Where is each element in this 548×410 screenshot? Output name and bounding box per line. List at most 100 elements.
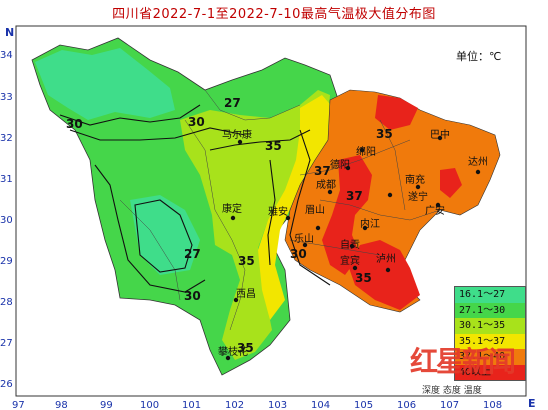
- lon-tick: 99: [100, 400, 113, 410]
- east-letter: E: [528, 397, 536, 410]
- lat-tick: 26: [0, 379, 13, 390]
- region-red-center: [322, 155, 372, 275]
- lon-tick: 103: [268, 400, 287, 410]
- city-label: 自贡: [340, 238, 360, 251]
- lon-tick: 107: [440, 400, 459, 410]
- map-title: 四川省2022-7-1至2022-7-10最高气温极大值分布图: [112, 7, 436, 22]
- lat-tick: 27: [0, 338, 13, 349]
- city-label: 雅安: [268, 205, 288, 218]
- city-label: 马尔康: [222, 128, 252, 141]
- city-label: 眉山: [305, 204, 325, 216]
- contour-label: 27: [224, 96, 241, 110]
- lat-axis: N 34 33 32 31 30 29 28 27 26: [0, 26, 14, 390]
- watermark-slogan: 深度 态度 温度: [422, 386, 482, 396]
- lat-tick: 32: [0, 133, 13, 144]
- city-label: 达州: [468, 156, 488, 168]
- city-dot: [362, 225, 368, 231]
- city-dot: [359, 147, 365, 153]
- city-dot: [327, 189, 333, 195]
- contour-label: 30: [188, 115, 205, 129]
- lat-tick: 34: [0, 50, 13, 61]
- city-dot: [352, 265, 358, 271]
- lon-tick: 104: [311, 400, 330, 410]
- lon-axis: 97 98 99 100 101 102 103 104 105 106 107…: [12, 397, 536, 410]
- city-dot: [385, 267, 391, 273]
- lon-tick: 102: [225, 400, 244, 410]
- legend-item: 16.1～27: [455, 287, 525, 303]
- lat-tick: 30: [0, 215, 13, 226]
- city-dot: [387, 192, 393, 198]
- city-dot: [237, 139, 243, 145]
- region-red-east: [440, 168, 462, 198]
- city-dot: [475, 169, 481, 175]
- city-dot: [225, 355, 231, 361]
- region-cool-west: [130, 195, 200, 275]
- contour-label: 35: [237, 341, 254, 355]
- legend-item: 37.1～40: [455, 349, 525, 365]
- contour-lines: [59, 104, 331, 293]
- city-label: 西昌: [236, 288, 256, 300]
- contour-label: 30: [290, 247, 307, 261]
- lat-tick: 33: [0, 92, 13, 103]
- legend-item: 27.1～30: [455, 302, 525, 318]
- lat-tick: 28: [0, 297, 13, 308]
- region-red-north: [375, 95, 418, 130]
- city-markers: 马尔康 康定 雅安 眉山 成都 德阳 绵阳 巴中 达州 南充 遂宁 宜宾 泸州 …: [218, 128, 488, 361]
- temperature-legend: 16.1～27 27.1～30 30.1～35 35.1～37 37.1～40 …: [454, 286, 526, 381]
- contour-label: 35: [238, 254, 255, 268]
- city-dot: [415, 184, 421, 190]
- district-boundaries: [119, 89, 441, 331]
- legend-item: 30.1～35: [455, 318, 525, 334]
- city-dot: [345, 165, 351, 171]
- legend-item: 40以上: [455, 364, 525, 380]
- lon-tick: 97: [12, 400, 25, 410]
- city-label: 乐山: [294, 233, 314, 245]
- contour-label: 35: [265, 139, 282, 153]
- lat-tick: 29: [0, 256, 13, 267]
- watermark-logo: 红星新闻: [410, 345, 516, 378]
- city-label: 成都: [316, 179, 336, 191]
- city-dot: [302, 242, 308, 248]
- city-label: 绵阳: [356, 145, 376, 158]
- map-frame: [15, 25, 527, 397]
- city-label: 巴中: [430, 128, 450, 141]
- region-lime: [180, 90, 330, 360]
- contour-label: 30: [184, 289, 201, 303]
- lon-tick: 101: [182, 400, 201, 410]
- city-dot: [437, 135, 443, 141]
- contour-label: 35: [355, 271, 372, 285]
- city-label: 内江: [360, 217, 380, 230]
- lon-tick: 105: [354, 400, 373, 410]
- city-dot: [233, 297, 239, 303]
- city-dot: [435, 202, 441, 208]
- contour-label: 35: [376, 127, 393, 141]
- lon-tick: 106: [397, 400, 416, 410]
- city-label: 德阳: [330, 158, 350, 171]
- city-label: 宜宾: [340, 254, 360, 267]
- city-label: 南充: [405, 173, 425, 186]
- region-yellow: [258, 95, 335, 320]
- lat-tick: 31: [0, 174, 13, 185]
- north-letter: N: [5, 26, 14, 39]
- legend-item: 35.1～37: [455, 333, 525, 349]
- city-label: 广安: [425, 204, 445, 217]
- unit-label: 单位：℃: [456, 50, 502, 63]
- city-dot: [315, 225, 321, 231]
- city-dot: [230, 215, 236, 221]
- region-cool-north: [35, 48, 175, 120]
- city-label: 康定: [222, 202, 242, 215]
- city-dot: [349, 243, 355, 249]
- contour-label: 37: [314, 164, 331, 178]
- city-dot: [285, 215, 291, 221]
- lon-tick: 108: [483, 400, 502, 410]
- lon-tick: 100: [140, 400, 159, 410]
- lon-tick: 98: [55, 400, 68, 410]
- city-label: 遂宁: [408, 190, 428, 203]
- contour-label: 27: [184, 247, 201, 261]
- contour-label: 30: [66, 117, 83, 131]
- news-watermark: 红星新闻 深度 态度 温度: [408, 340, 548, 400]
- region-red-south: [348, 240, 420, 310]
- contour-label: 37: [346, 189, 363, 203]
- city-label: 泸州: [376, 253, 396, 265]
